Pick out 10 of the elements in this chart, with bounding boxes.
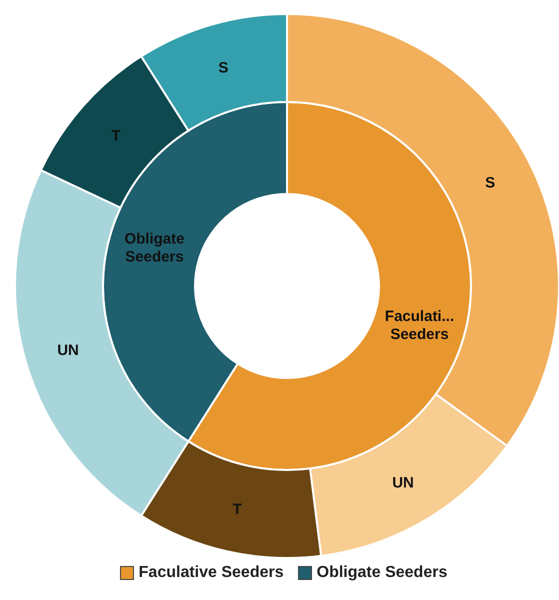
legend-label: Obligate Seeders xyxy=(316,564,448,582)
data-label: UN xyxy=(392,474,414,492)
data-label: S xyxy=(218,59,228,76)
data-label: T xyxy=(111,127,121,144)
data-label: S xyxy=(485,174,496,192)
legend-label: Faculative Seeders xyxy=(138,564,284,582)
data-label: UN xyxy=(57,342,79,359)
data-label: Obligate Seeders xyxy=(124,230,184,266)
data-label: Faculati... Seeders xyxy=(384,308,454,343)
data-label: T xyxy=(232,500,242,518)
